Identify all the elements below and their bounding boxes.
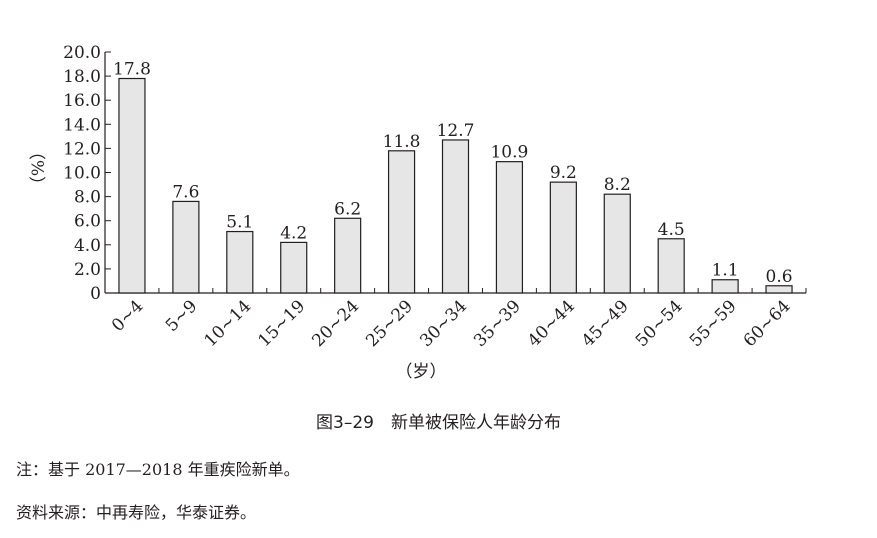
- y-tick-label: 4.0: [74, 236, 101, 256]
- bar-55~59: [711, 279, 739, 294]
- footnote: 注：基于 2017—2018 年重疾险新单。: [16, 460, 300, 479]
- bar-value-label: 7.6: [172, 182, 199, 202]
- bar-5~9: [172, 200, 200, 294]
- x-axis-label: （岁）: [396, 362, 447, 382]
- bar-value-label: 17.8: [113, 60, 151, 80]
- bar-50~54: [657, 238, 685, 294]
- bar-value-label: 4.5: [658, 220, 685, 240]
- y-tick-label: 16.0: [63, 91, 101, 111]
- bar-value-label: 5.1: [226, 213, 253, 233]
- bar-value-label: 1.1: [712, 261, 739, 281]
- x-tick-label: 40~44: [524, 296, 579, 351]
- bar-chart: 0 2.0 4.0 6.0 8.0 10.0 12.0 14.0 16.0 18.0 20.0 0~…: [29, 43, 807, 382]
- bar-value-label: 11.8: [383, 132, 421, 152]
- bar-value-label: 10.9: [490, 143, 528, 163]
- bar-10~14: [226, 230, 254, 294]
- source-note: 资料来源：中再寿险，华泰证券。: [16, 503, 257, 522]
- x-tick-label: 35~39: [470, 296, 525, 351]
- x-tick-label: 15~19: [254, 296, 309, 351]
- bars: [118, 77, 793, 294]
- bar-value-label: 0.6: [766, 267, 793, 287]
- x-tick-label: 55~59: [686, 296, 741, 351]
- x-tick-label: 25~29: [362, 296, 417, 351]
- bar-35~39: [495, 161, 524, 294]
- bar-value-label: 12.7: [437, 121, 475, 141]
- y-tick-label: 10.0: [63, 164, 101, 184]
- y-axis-label: （%）: [29, 143, 49, 193]
- bar-value-label: 4.2: [280, 223, 307, 243]
- bar-60~64: [765, 285, 793, 294]
- y-tick-label: 20.0: [63, 43, 101, 63]
- x-tick-label: 50~54: [632, 296, 687, 351]
- bar-45~49: [603, 193, 631, 294]
- bar-25~29: [387, 150, 416, 294]
- bar-value-label: 6.2: [334, 199, 361, 219]
- bar-30~34: [441, 139, 470, 294]
- x-tick-label: 10~14: [201, 296, 256, 351]
- bar-20~24: [334, 217, 362, 294]
- figure-caption: 图3–29 新单被保险人年龄分布: [316, 413, 561, 433]
- bar-40~44: [549, 181, 577, 294]
- x-tick-label: 45~49: [578, 296, 633, 351]
- y-tick-label: 6.0: [74, 212, 101, 232]
- y-tick-label: 0: [90, 284, 101, 304]
- x-tick-label: 30~34: [416, 296, 471, 351]
- bar-15~19: [280, 241, 308, 294]
- bar-value-label: 8.2: [604, 175, 631, 195]
- bar-0~4: [118, 77, 146, 294]
- y-tick-label: 2.0: [74, 260, 101, 280]
- y-tick-label: 18.0: [63, 67, 101, 87]
- x-tick-label: 60~64: [740, 296, 795, 351]
- x-tick-label: 0~4: [108, 296, 148, 336]
- y-tick-label: 14.0: [63, 115, 101, 135]
- data-labels: 17.8 7.6 5.1 4.2 6.2 11.8 12.7 10.9 9.2 8.2 4.5 1.1…: [113, 60, 793, 287]
- bar-value-label: 9.2: [550, 163, 577, 183]
- x-axis: 0~4 5~9 10~14 15~19 20~24 25~29 30~34 35~39 40~4…: [104, 288, 807, 351]
- y-tick-label: 8.0: [74, 188, 101, 208]
- x-tick-label: 20~24: [308, 296, 363, 351]
- y-axis: 0 2.0 4.0 6.0 8.0 10.0 12.0 14.0 16.0 18.0 20.0: [63, 43, 111, 304]
- x-tick-label: 5~9: [162, 296, 202, 336]
- y-tick-label: 12.0: [63, 139, 101, 159]
